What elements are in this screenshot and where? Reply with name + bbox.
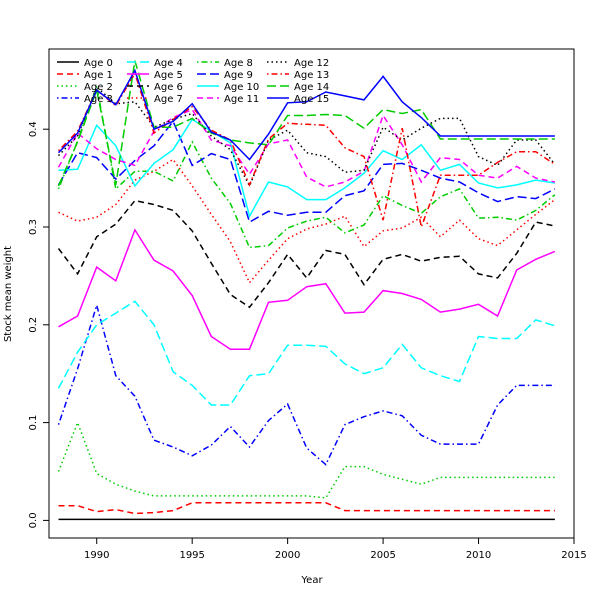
x-axis: 1990 1995 2000 2005 2010 2015 — [84, 538, 587, 561]
x-tick-label: 2000 — [275, 550, 300, 561]
y-tick-label: 0.4 — [28, 121, 39, 137]
series-line-age-2 — [57, 420, 555, 499]
y-axis: 0.0 0.1 0.2 0.3 0.4 — [28, 121, 49, 528]
legend-label: Age 2 — [84, 82, 113, 93]
x-tick-label: 1995 — [179, 550, 204, 561]
legend-label: Age 10 — [224, 82, 259, 93]
x-axis-label: Year — [300, 575, 323, 586]
series-line-age-13 — [57, 71, 556, 230]
series-line-age-3 — [57, 302, 555, 466]
legend-label: Age 11 — [224, 94, 259, 105]
series-line-age-12 — [57, 85, 556, 188]
y-tick-label: 0.1 — [28, 415, 39, 431]
legend-label: Age 13 — [294, 70, 329, 81]
legend-label: Age 1 — [84, 70, 113, 81]
series-line-age-8 — [57, 83, 556, 249]
series-line-age-4 — [57, 300, 556, 406]
series-line-age-5 — [58, 228, 556, 350]
x-tick-label: 1990 — [84, 550, 109, 561]
legend-label: Age 14 — [294, 82, 329, 93]
legend-label: Age 4 — [154, 58, 183, 69]
legend-label: Age 12 — [294, 58, 329, 69]
y-axis-label: Stock mean weight — [3, 246, 14, 342]
x-tick-label: 2005 — [370, 550, 395, 561]
legend-label: Age 15 — [294, 94, 329, 105]
plot-frame — [48, 48, 575, 539]
legend-label: Age 7 — [154, 94, 183, 105]
series-lines — [57, 60, 556, 521]
series-line-age-1 — [58, 502, 555, 515]
x-tick-label: 2010 — [466, 550, 491, 561]
legend-label: Age 0 — [84, 58, 113, 69]
legend-label: Age 3 — [84, 94, 113, 105]
y-tick-label: 0.2 — [28, 317, 39, 333]
legend-label: Age 6 — [154, 82, 183, 93]
series-line-age-7 — [58, 158, 556, 285]
legend-label: Age 8 — [224, 58, 253, 69]
series-line-age-11 — [57, 108, 556, 188]
y-tick-label: 0.0 — [28, 512, 39, 528]
legend-label: Age 5 — [154, 70, 183, 81]
legend-label: Age 9 — [224, 70, 253, 81]
series-line-age-15 — [57, 68, 555, 161]
series-line-age-10 — [58, 118, 556, 219]
series-line-age-6 — [57, 199, 556, 309]
x-tick-label: 2015 — [561, 550, 586, 561]
y-tick-label: 0.3 — [28, 219, 39, 235]
series-line-age-9 — [57, 119, 556, 224]
